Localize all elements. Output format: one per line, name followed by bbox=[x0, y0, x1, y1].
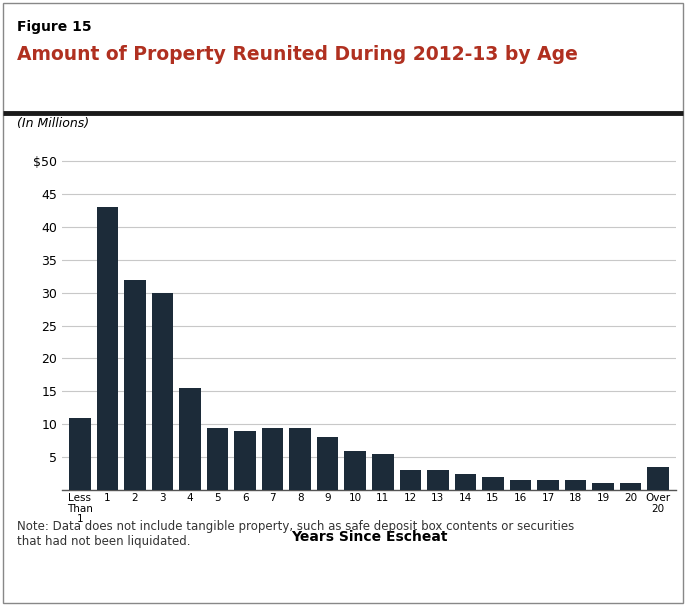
Text: Amount of Property Reunited During 2012-13 by Age: Amount of Property Reunited During 2012-… bbox=[17, 45, 578, 64]
Bar bbox=[97, 207, 118, 490]
Bar bbox=[344, 450, 366, 490]
Bar bbox=[179, 388, 201, 490]
Bar bbox=[69, 418, 91, 490]
Text: (In Millions): (In Millions) bbox=[17, 117, 89, 130]
Bar bbox=[289, 427, 311, 490]
Bar bbox=[317, 438, 338, 490]
Bar bbox=[235, 431, 256, 490]
Bar bbox=[510, 480, 531, 490]
Bar bbox=[427, 470, 449, 490]
Bar bbox=[262, 427, 283, 490]
X-axis label: Years Since Escheat: Years Since Escheat bbox=[291, 530, 447, 544]
Bar bbox=[124, 279, 145, 490]
Text: Figure 15: Figure 15 bbox=[17, 20, 92, 34]
Bar bbox=[565, 480, 587, 490]
Bar bbox=[372, 454, 394, 490]
Text: Note: Data does not include tangible property, such as safe deposit box contents: Note: Data does not include tangible pro… bbox=[17, 520, 574, 548]
Bar bbox=[152, 293, 174, 490]
Bar bbox=[537, 480, 558, 490]
Bar bbox=[399, 470, 421, 490]
Bar bbox=[206, 427, 228, 490]
Bar bbox=[592, 484, 614, 490]
Bar bbox=[620, 484, 641, 490]
Bar bbox=[455, 473, 476, 490]
Bar bbox=[482, 477, 504, 490]
Bar bbox=[648, 467, 669, 490]
